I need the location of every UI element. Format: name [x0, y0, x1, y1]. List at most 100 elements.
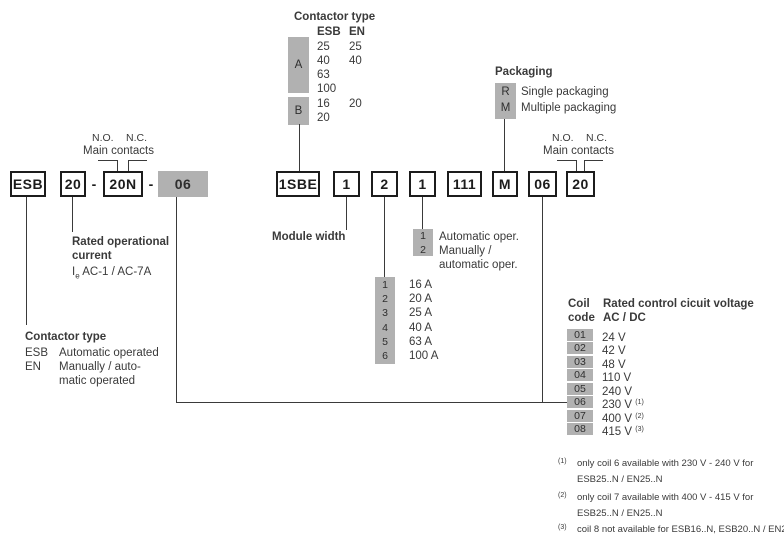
right-code-box-20: 20: [566, 171, 595, 197]
coil-code-03: 03: [567, 356, 593, 368]
operation-code-2: 2: [420, 244, 426, 256]
coil-code-04: 04: [567, 369, 593, 381]
rated-current-title-2: current: [72, 250, 112, 262]
left-code-box-06: 06: [158, 171, 208, 197]
right-nc-label: N.C.: [586, 132, 607, 144]
connector-current-down: [384, 197, 385, 277]
left-bracket-no-hline: [98, 160, 118, 161]
current-code-3: 3: [382, 307, 388, 319]
rated-current-detail: Ie AC-1 / AC-7A: [72, 266, 151, 282]
current-value-40a: 40 A: [409, 322, 433, 334]
operation-label-automatic2: automatic oper.: [439, 259, 518, 271]
current-code-4: 4: [382, 322, 388, 334]
group-a-esb-40: 40: [317, 55, 330, 67]
right-code-box-1sbe: 1SBE: [276, 171, 320, 197]
left-nc-label: N.C.: [126, 132, 147, 144]
legend-title: Contactor type: [25, 331, 107, 343]
right-bracket-no-hline: [557, 160, 577, 161]
left-no-label: N.O.: [92, 132, 114, 144]
group-a-esb-25: 25: [317, 41, 330, 53]
group-a-en-40: 40: [349, 55, 362, 67]
operation-label-manually: Manually /: [439, 245, 492, 257]
current-code-block: [375, 277, 395, 364]
current-code-5: 5: [382, 336, 388, 348]
connector-06right-down: [542, 197, 543, 402]
packaging-code-block: [495, 83, 516, 119]
module-width-label: Module width: [272, 231, 346, 243]
left-main-contacts-label: Main contacts: [83, 145, 154, 157]
left-bracket-no-vline: [117, 160, 118, 171]
group-a-en-25: 25: [349, 41, 362, 53]
packaging-code-m: M: [500, 102, 511, 114]
connector-operation-down: [422, 197, 423, 230]
contactor-table-col-esb: ESB: [317, 26, 341, 38]
operation-code-1: 1: [420, 230, 426, 242]
right-code-box-111: 111: [447, 171, 482, 197]
right-no-label: N.O.: [552, 132, 574, 144]
current-code-6: 6: [382, 350, 388, 362]
packaging-title: Packaging: [495, 66, 553, 78]
footnote-1-line1: only coil 6 available with 230 V - 240 V…: [577, 458, 754, 469]
group-a-esb-63: 63: [317, 69, 330, 81]
connector-packaging-to-m: [504, 119, 505, 171]
right-bracket-nc-hline: [584, 160, 603, 161]
connector-06left-down: [176, 197, 177, 402]
left-bracket-nc-vline: [128, 160, 129, 171]
operation-label-automatic: Automatic oper.: [439, 231, 519, 243]
current-value-20a: 20 A: [409, 293, 433, 305]
right-code-box-1a: 1: [333, 171, 360, 197]
right-bracket-nc-vline: [584, 160, 585, 171]
coil-value-05: 240 V: [602, 386, 633, 398]
right-code-box-2: 2: [371, 171, 398, 197]
coil-header-code: code: [568, 312, 595, 324]
coil-code-02: 02: [567, 342, 593, 354]
left-code-box-20: 20: [60, 171, 86, 197]
packaging-label-multiple: Multiple packaging: [521, 102, 617, 114]
current-code-2: 2: [382, 293, 388, 305]
footnote-2-line1: only coil 7 available with 400 V - 415 V…: [577, 492, 754, 503]
current-value-100a: 100 A: [409, 350, 439, 362]
coil-value-08: 415 V (3): [602, 426, 644, 438]
footnote-2-line2: ESB25..N / EN25..N: [577, 508, 663, 519]
current-symbol: I: [72, 266, 76, 278]
connector-esb-down: [26, 197, 27, 325]
legend-en-label-1: Manually / auto-: [59, 361, 141, 373]
connector-coil06-horizontal: [176, 402, 567, 403]
current-detail-text: AC-1 / AC-7A: [82, 266, 152, 278]
connector-modulewidth-down: [346, 197, 347, 230]
right-main-contacts-label: Main contacts: [543, 145, 614, 157]
packaging-label-single: Single packaging: [521, 86, 609, 98]
legend-en-code: EN: [25, 361, 41, 373]
coil-code-08: 08: [567, 423, 593, 435]
contactor-table-col-en: EN: [349, 26, 365, 38]
contactor-group-a-code: A: [288, 37, 309, 93]
coil-code-06: 06: [567, 396, 593, 408]
coil-value-07: 400 V (2): [602, 413, 644, 425]
rated-current-title-1: Rated operational: [72, 236, 170, 248]
coil-value-01: 24 V: [602, 332, 626, 344]
connector-groupb-to-1sbe: [299, 124, 300, 171]
coil-value-04: 110 V: [602, 372, 632, 384]
coil-header-coil: Coil: [568, 298, 590, 310]
footnote-2-marker: (2): [558, 492, 567, 499]
legend-esb-code: ESB: [25, 347, 49, 359]
current-code-1: 1: [382, 279, 388, 291]
current-value-63a: 63 A: [409, 336, 433, 348]
left-code-separator-2: -: [148, 176, 154, 192]
coil-header-voltage: Rated control cicuit voltage: [603, 298, 754, 310]
operation-code-block: [413, 229, 433, 256]
coil-value-03: 48 V: [602, 359, 626, 371]
coil-code-05: 05: [567, 383, 593, 395]
right-bracket-no-vline: [576, 160, 577, 171]
contactor-table-title: Contactor type: [294, 11, 376, 23]
contactor-group-b-code: B: [288, 97, 309, 125]
legend-en-label-2: matic operated: [59, 375, 136, 387]
right-code-box-06: 06: [528, 171, 557, 197]
left-code-separator-1: -: [91, 176, 97, 192]
coil-value-02: 42 V: [602, 345, 626, 357]
current-symbol-sub: e: [75, 271, 80, 281]
right-code-box-m: M: [492, 171, 518, 197]
coil-header-acdc: AC / DC: [603, 312, 646, 324]
coil-value-06: 230 V (1): [602, 399, 644, 411]
